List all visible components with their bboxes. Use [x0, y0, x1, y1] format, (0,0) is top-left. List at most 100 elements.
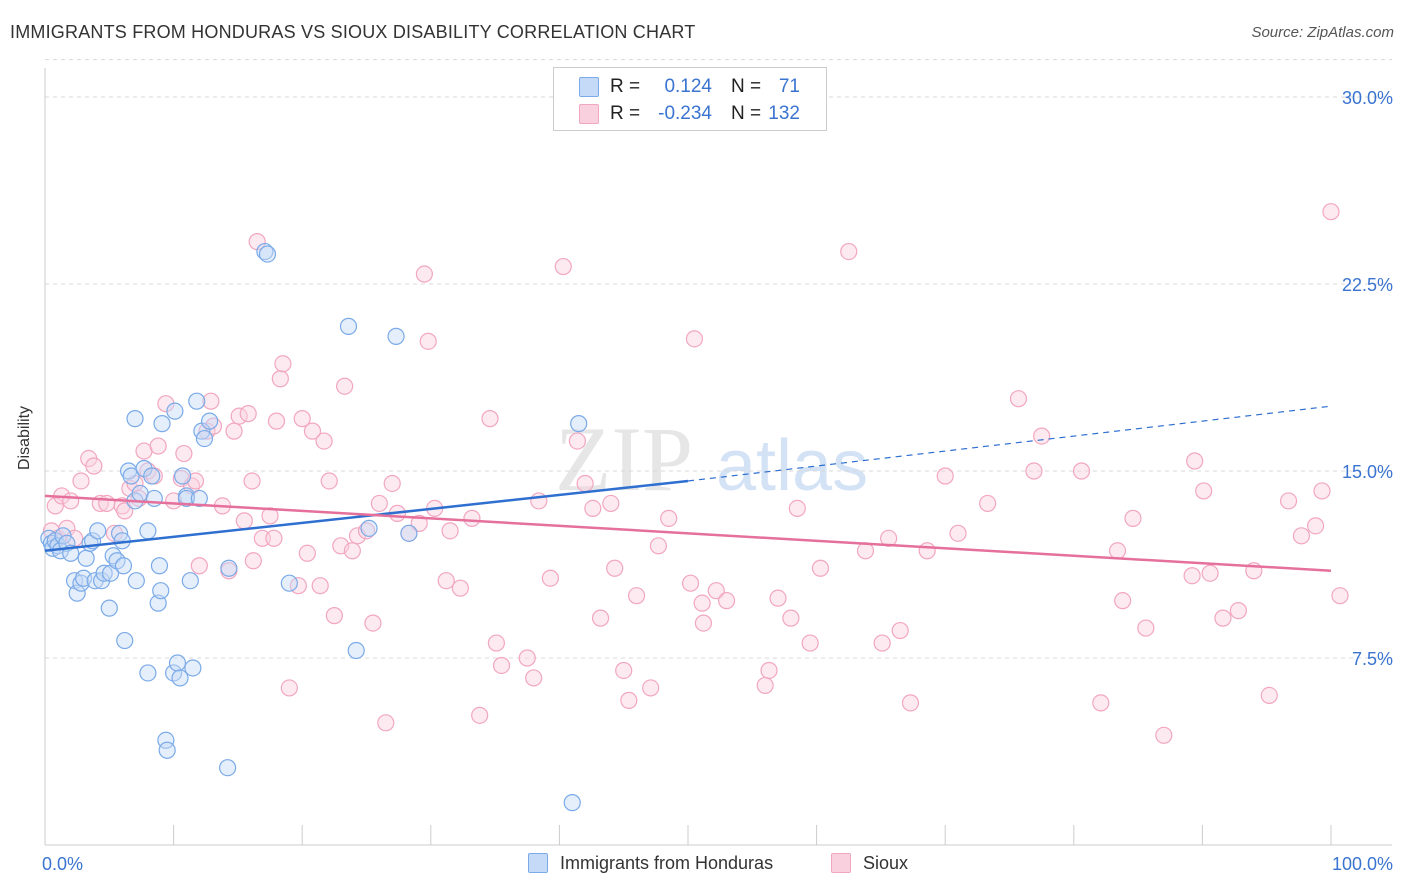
- data-point: [681, 574, 700, 592]
- data-point: [174, 467, 192, 485]
- data-point: [563, 794, 581, 812]
- data-point: [788, 499, 806, 517]
- watermark: ZIP atlas: [555, 408, 868, 510]
- data-point: [415, 265, 433, 283]
- data-point: [72, 574, 90, 592]
- data-point: [184, 659, 202, 677]
- data-point: [487, 634, 505, 652]
- data-point: [235, 512, 253, 530]
- legend-row-sioux: R = -0.234 N = 132: [554, 101, 826, 127]
- data-point: [303, 422, 322, 440]
- data-point: [190, 489, 208, 508]
- data-point: [225, 422, 243, 440]
- data-point: [72, 472, 90, 490]
- data-point: [387, 327, 405, 345]
- data-point: [325, 607, 343, 625]
- data-point: [901, 694, 920, 712]
- data-point: [441, 522, 459, 540]
- data-point: [336, 377, 354, 395]
- data-point: [1279, 492, 1298, 510]
- data-point: [769, 589, 787, 607]
- honduras-swatch: [528, 853, 548, 873]
- data-point: [437, 572, 455, 590]
- data-point: [271, 370, 289, 388]
- data-point: [98, 494, 116, 513]
- data-point: [620, 691, 638, 709]
- data-point: [85, 457, 103, 475]
- y-tick-label: 30.0%: [1342, 88, 1393, 108]
- data-point: [1108, 542, 1127, 560]
- data-point: [239, 405, 257, 423]
- data-point: [584, 499, 602, 517]
- data-point: [492, 656, 511, 675]
- data-point: [1313, 482, 1331, 500]
- data-point: [642, 679, 660, 697]
- data-point: [451, 579, 469, 597]
- data-point: [1009, 390, 1028, 408]
- data-point: [570, 415, 588, 433]
- data-point: [463, 509, 481, 527]
- data-point: [606, 559, 624, 577]
- data-point: [175, 444, 193, 463]
- data-point: [171, 669, 189, 687]
- data-point: [62, 492, 80, 510]
- n-label: N =: [731, 103, 762, 124]
- data-point: [1155, 726, 1173, 744]
- data-point: [1092, 694, 1110, 712]
- stats-legend: R = 0.124 N = 71 R = -0.234 N = 132: [553, 67, 827, 131]
- trend-lines: [44, 405, 1332, 572]
- honduras-points: [40, 242, 588, 812]
- data-point: [1025, 462, 1043, 480]
- bottom-legend-honduras: Immigrants from Honduras: [528, 851, 818, 877]
- data-point: [717, 592, 736, 610]
- data-point: [1331, 587, 1349, 605]
- data-point: [525, 669, 543, 687]
- data-point: [150, 557, 169, 575]
- data-point: [126, 410, 144, 428]
- n-label: N =: [731, 76, 762, 97]
- data-point: [152, 582, 170, 600]
- bottom-legend-sioux: Sioux: [831, 851, 951, 877]
- x-tick-label: 0.0%: [42, 854, 83, 874]
- data-point: [707, 582, 725, 600]
- data-point: [576, 474, 594, 493]
- data-point: [139, 522, 157, 540]
- data-point: [265, 529, 283, 547]
- data-point: [311, 577, 329, 595]
- data-point: [891, 621, 909, 640]
- data-point: [370, 494, 388, 513]
- data-point: [68, 584, 86, 602]
- data-point: [873, 634, 891, 652]
- data-point: [298, 544, 316, 562]
- n-value: 71: [778, 76, 800, 97]
- data-point: [143, 467, 161, 485]
- data-point: [1137, 619, 1155, 637]
- data-point: [693, 594, 711, 612]
- data-point: [979, 494, 997, 513]
- data-point: [400, 524, 418, 542]
- data-point: [602, 494, 620, 513]
- data-point: [360, 519, 378, 537]
- sioux-swatch: [579, 104, 599, 124]
- data-point: [518, 649, 536, 667]
- data-point: [177, 489, 196, 508]
- legend-label: Sioux: [863, 853, 909, 873]
- data-point: [1195, 482, 1213, 500]
- x-tick-labels: 0.0% 100.0%: [42, 854, 1393, 874]
- data-point: [1186, 452, 1204, 470]
- data-point: [195, 429, 214, 448]
- data-point: [258, 245, 277, 263]
- data-point: [315, 432, 333, 450]
- data-point: [1292, 527, 1311, 545]
- data-point: [293, 410, 311, 428]
- data-point: [149, 437, 167, 455]
- data-point: [1124, 509, 1142, 527]
- data-point: [46, 497, 64, 515]
- y-tick-label: 7.5%: [1352, 649, 1393, 669]
- data-point: [116, 631, 134, 650]
- data-point: [357, 522, 376, 540]
- legend-row-honduras: R = 0.124 N = 71: [554, 74, 826, 100]
- sioux-trend-line: [44, 494, 1332, 572]
- honduras-swatch: [579, 77, 599, 97]
